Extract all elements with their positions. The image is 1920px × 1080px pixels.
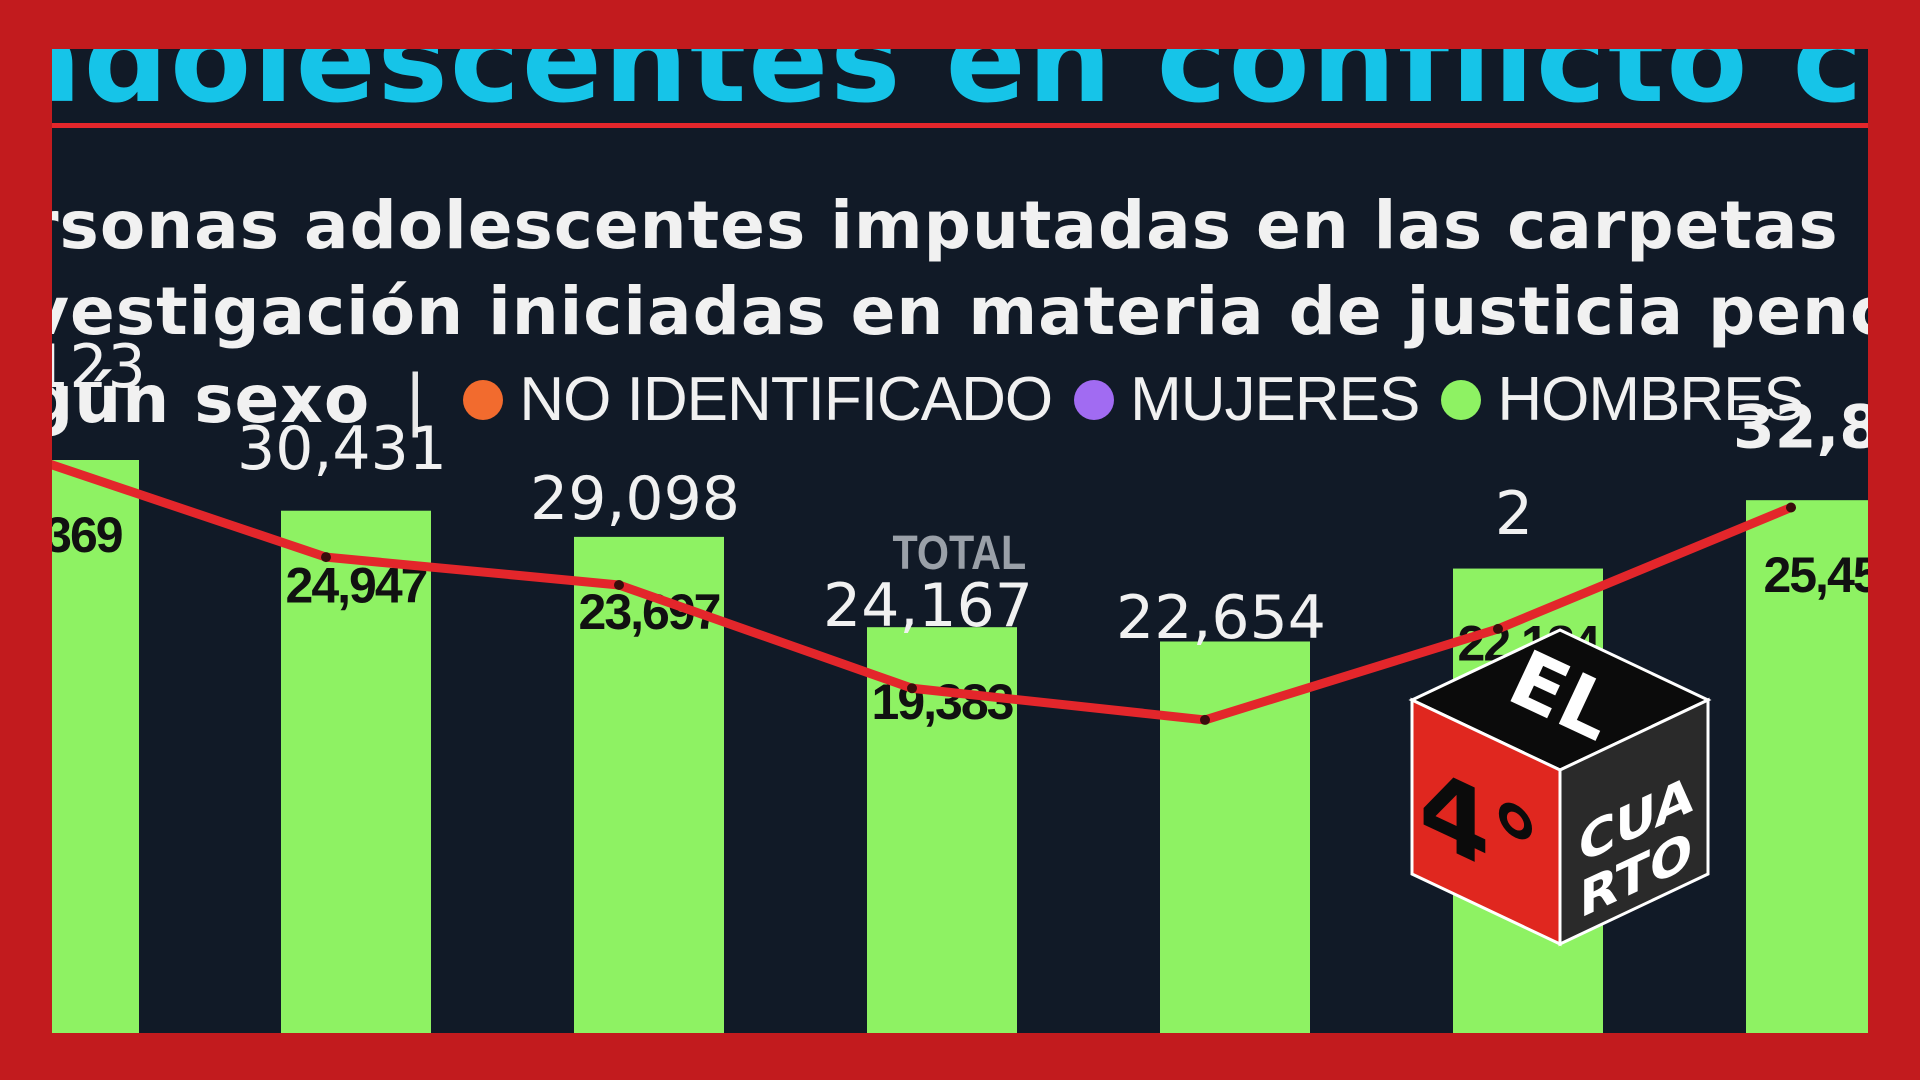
total-point — [1786, 502, 1796, 513]
total-value-label: ,123 — [52, 332, 146, 402]
bar-hombres — [1746, 500, 1868, 1033]
bar-hombres — [52, 459, 139, 1033]
legend-label: NO IDENTIFICADO — [519, 365, 1053, 434]
bar-hombres — [574, 536, 724, 1033]
subtitle-sexo: gún sexo — [52, 361, 371, 438]
legend-item-mujeres: MUJERES — [1074, 364, 1420, 435]
legend-label: MUJERES — [1130, 365, 1420, 434]
total-value-label: 29,098 — [530, 464, 740, 534]
legend-separator: | — [404, 361, 428, 438]
legend-label: HOMBRES — [1497, 365, 1804, 434]
bar-hombres — [1160, 641, 1310, 1033]
bar-value-label: 25,45 — [1763, 547, 1868, 603]
total-value-label: 30,431 — [237, 414, 447, 484]
legend-item-no-identificado: NO IDENTIFICADO — [463, 364, 1053, 435]
bar-value-label: 7,369 — [52, 507, 122, 563]
legend-dot-icon — [1074, 379, 1115, 420]
total-value-label: 22,654 — [1116, 583, 1326, 653]
title-underline — [52, 123, 1868, 128]
chart-frame: adolescentes en conflicto con la ley rso… — [52, 49, 1868, 1033]
total-point — [907, 683, 917, 694]
subtitle-line-3: gún sexo | NO IDENTIFICADO MUJERES HOMBR… — [52, 361, 1826, 438]
bar-line-chart: TOTAL7,36924,94723,69719,38322,18425,45,… — [52, 332, 1868, 1033]
bar-hombres — [281, 510, 431, 1033]
subtitle-line-1: rsonas adolescentes imputadas en las car… — [52, 187, 1839, 264]
page-title: adolescentes en conflicto con la ley — [52, 49, 1868, 129]
legend-item-hombres: HOMBRES — [1441, 364, 1805, 435]
legend-dot-icon — [463, 379, 504, 420]
total-value-label: 32,8 — [1733, 393, 1868, 463]
total-label: TOTAL — [892, 526, 1026, 580]
total-value-label: 24,167 — [823, 571, 1033, 641]
logo-cube-right — [1558, 697, 1710, 947]
subtitle-line-2: vestigación iniciadas en materia de just… — [52, 273, 1868, 350]
legend-dot-icon — [1441, 379, 1482, 420]
el-cuarto-logo: EL 4° CUA RTO — [1408, 628, 1712, 947]
total-value-label: 2 — [1495, 479, 1533, 549]
total-point — [321, 552, 331, 563]
total-point — [614, 580, 624, 591]
total-point — [1200, 714, 1210, 725]
total-point — [1493, 623, 1503, 634]
